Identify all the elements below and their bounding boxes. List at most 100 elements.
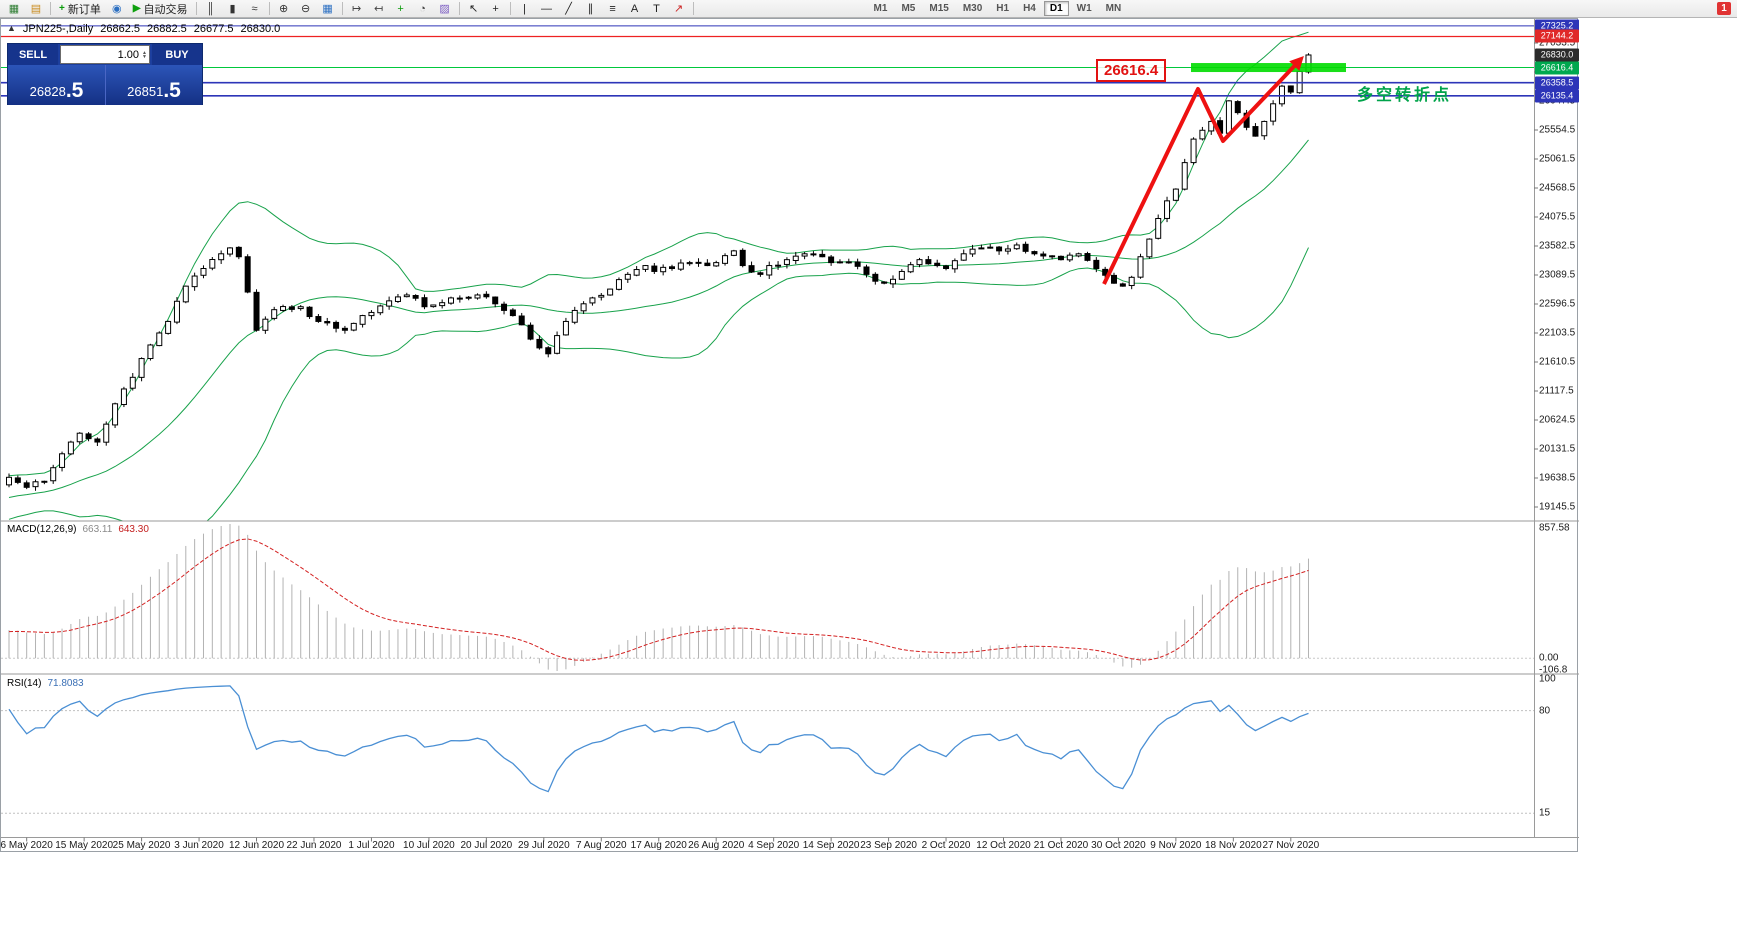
timeframe-m15-button[interactable]: M15 xyxy=(929,3,949,14)
date-label: 21 Oct 2020 xyxy=(1033,840,1089,851)
volume-input[interactable]: 1.00 ▲ ▼ xyxy=(60,45,150,64)
macd-axis-max: 857.58 xyxy=(1539,522,1570,534)
timeframe-d1-button[interactable]: D1 xyxy=(1043,1,1069,16)
horizontal-line-icon[interactable]: — xyxy=(541,2,553,15)
toolbar-separator xyxy=(195,2,197,15)
templates-icon[interactable]: ▨ xyxy=(439,3,450,15)
rsi-axis-label: 15 xyxy=(1539,807,1551,819)
crosshair-icon[interactable]: + xyxy=(492,2,499,15)
date-label: 27 Nov 2020 xyxy=(1262,840,1320,851)
price-grid-label: 21117.5 xyxy=(1539,385,1574,397)
vertical-line-icon[interactable]: | xyxy=(523,2,526,15)
timeframe-m5-button[interactable]: M5 xyxy=(901,3,916,14)
rsi-label: RSI(14) xyxy=(7,678,42,689)
volume-spinner[interactable]: ▲ ▼ xyxy=(142,49,147,60)
pivot-point-annotation[interactable]: 多空转折点 xyxy=(1357,87,1453,104)
ohlc-open: 26862.5 xyxy=(100,23,140,35)
periods-icon[interactable]: ◔ xyxy=(419,2,426,15)
date-label: 6 May 2020 xyxy=(0,840,53,851)
panel-collapse-arrow[interactable]: ▲ xyxy=(7,23,16,33)
text-icon[interactable]: A xyxy=(630,2,639,15)
spinner-down-icon[interactable]: ▼ xyxy=(142,53,147,60)
sell-price-pips: .5 xyxy=(65,79,84,102)
zoom-out-icon[interactable]: ⊖ xyxy=(300,3,311,15)
tile-windows-icon[interactable]: ▦ xyxy=(322,3,333,15)
date-label: 14 Sep 2020 xyxy=(802,840,860,851)
date-label: 22 Jun 2020 xyxy=(286,840,342,851)
buy-price[interactable]: 26851 .5 xyxy=(105,65,202,105)
price-grid-label: 20624.5 xyxy=(1539,414,1576,426)
date-label: 9 Nov 2020 xyxy=(1150,840,1202,851)
timeframe-m1-button[interactable]: M1 xyxy=(873,3,888,14)
price-grid-label: 22103.5 xyxy=(1539,327,1576,339)
label-icon[interactable]: T xyxy=(653,2,660,15)
price-grid-label: 25554.5 xyxy=(1539,124,1576,136)
date-label: 17 Aug 2020 xyxy=(630,840,687,851)
new-order-button-label: 新订单 xyxy=(67,3,101,16)
notification-badge[interactable]: 1 xyxy=(1717,2,1731,15)
line-chart-icon[interactable]: ≈ xyxy=(251,2,258,15)
price-tag: 26616.4 xyxy=(1535,61,1579,75)
fibonacci-icon[interactable]: ≡ xyxy=(609,2,616,15)
ohlc-high: 26882.5 xyxy=(147,23,187,35)
buy-button[interactable]: BUY xyxy=(152,44,202,65)
new-chart-icon[interactable]: ▦ xyxy=(8,3,20,15)
cursor-icon[interactable]: ↖ xyxy=(468,3,479,15)
price-grid-label: 23089.5 xyxy=(1539,269,1576,281)
chart-shift-icon[interactable]: ↤ xyxy=(373,3,384,15)
autotrading-button-icon: ▶ xyxy=(132,3,141,14)
zoom-in-icon[interactable]: ⊕ xyxy=(278,3,289,15)
timeframe-h4-button[interactable]: H4 xyxy=(1023,3,1036,14)
channel-icon[interactable]: ∥ xyxy=(587,3,594,15)
price-grid-label: 25061.5 xyxy=(1539,153,1576,165)
bar-chart-icon[interactable]: ║ xyxy=(206,2,215,15)
timeframe-mn-button[interactable]: MN xyxy=(1105,3,1122,14)
date-label: 25 May 2020 xyxy=(112,840,171,851)
autotrading-button-label: 自动交易 xyxy=(143,3,188,16)
price-level-annotation[interactable]: 26616.4 xyxy=(1096,59,1167,82)
toolbar-separator xyxy=(509,2,511,15)
spinner-up-icon[interactable]: ▲ xyxy=(142,49,147,56)
price-grid-label: 23582.5 xyxy=(1539,240,1576,252)
date-label: 29 Jul 2020 xyxy=(517,840,570,851)
rsi-axis-label: 100 xyxy=(1539,673,1556,685)
price-tag: 26135.4 xyxy=(1535,89,1579,103)
chart-canvas[interactable] xyxy=(1,19,1579,853)
price-grid-label: 24075.5 xyxy=(1539,211,1576,223)
buy-price-pips: .5 xyxy=(163,79,181,102)
sell-button[interactable]: SELL xyxy=(8,44,58,65)
macd-label: MACD(12,26,9) xyxy=(7,524,77,535)
toolbar-items: ▦ ▤ + 新订单 ◉ ▶ 自动交易 ║ ▮ ≈ ⊕ ⊖ ▦ ↦ ↤ + ◔ ▨ ↖ + | — ╱ ∥ ≡ A T ↗ xyxy=(3,1,697,17)
auto-scroll-icon[interactable]: ↦ xyxy=(351,3,362,15)
candlestick-chart-icon[interactable]: ▮ xyxy=(229,3,236,15)
indicators-icon[interactable]: + xyxy=(397,2,404,15)
price-grid-label: 22596.5 xyxy=(1539,298,1576,310)
date-label: 26 Aug 2020 xyxy=(688,840,745,851)
profiles-icon[interactable]: ▤ xyxy=(30,3,42,15)
timeframe-h1-button[interactable]: H1 xyxy=(996,3,1010,14)
metaeditor-icon[interactable]: ◉ xyxy=(112,3,122,15)
macd-axis-zero: 0.00 xyxy=(1539,652,1559,664)
price-grid-label: 21610.5 xyxy=(1539,356,1576,368)
macd-indicator-label: MACD(12,26,9) 663.11 643.30 xyxy=(7,524,149,535)
autotrading-button[interactable]: ▶ 自动交易 xyxy=(128,1,193,17)
macd-value-main: 663.11 xyxy=(82,524,113,535)
new-order-button[interactable]: + 新订单 xyxy=(54,1,106,17)
rsi-value: 71.8083 xyxy=(47,678,84,689)
arrows-icon[interactable]: ↗ xyxy=(673,3,684,15)
price-tag: 27144.2 xyxy=(1535,29,1579,43)
trendline-icon[interactable]: ╱ xyxy=(565,3,572,15)
one-click-trading-panel: SELL 1.00 ▲ ▼ BUY 26828 .5 26851 .5 xyxy=(7,43,203,105)
timeframe-w1-button[interactable]: W1 xyxy=(1076,3,1092,14)
timeframe-m30-button[interactable]: M30 xyxy=(962,3,983,14)
toolbar-separator xyxy=(268,2,270,15)
date-label: 12 Oct 2020 xyxy=(976,840,1031,851)
volume-value: 1.00 xyxy=(117,48,140,61)
sell-price[interactable]: 26828 .5 xyxy=(8,65,105,105)
ohlc-low: 26677.5 xyxy=(193,23,234,35)
symbol-title: JPN225-,Daily xyxy=(22,23,94,35)
date-label: 10 Jul 2020 xyxy=(403,840,455,851)
timeframe-toolbar: M1 M5 M15 M30 H1 H4 D1 W1 MN xyxy=(867,1,1129,16)
price-grid-label: 19638.5 xyxy=(1539,472,1576,484)
macd-axis-min: -106.8 xyxy=(1539,664,1568,676)
